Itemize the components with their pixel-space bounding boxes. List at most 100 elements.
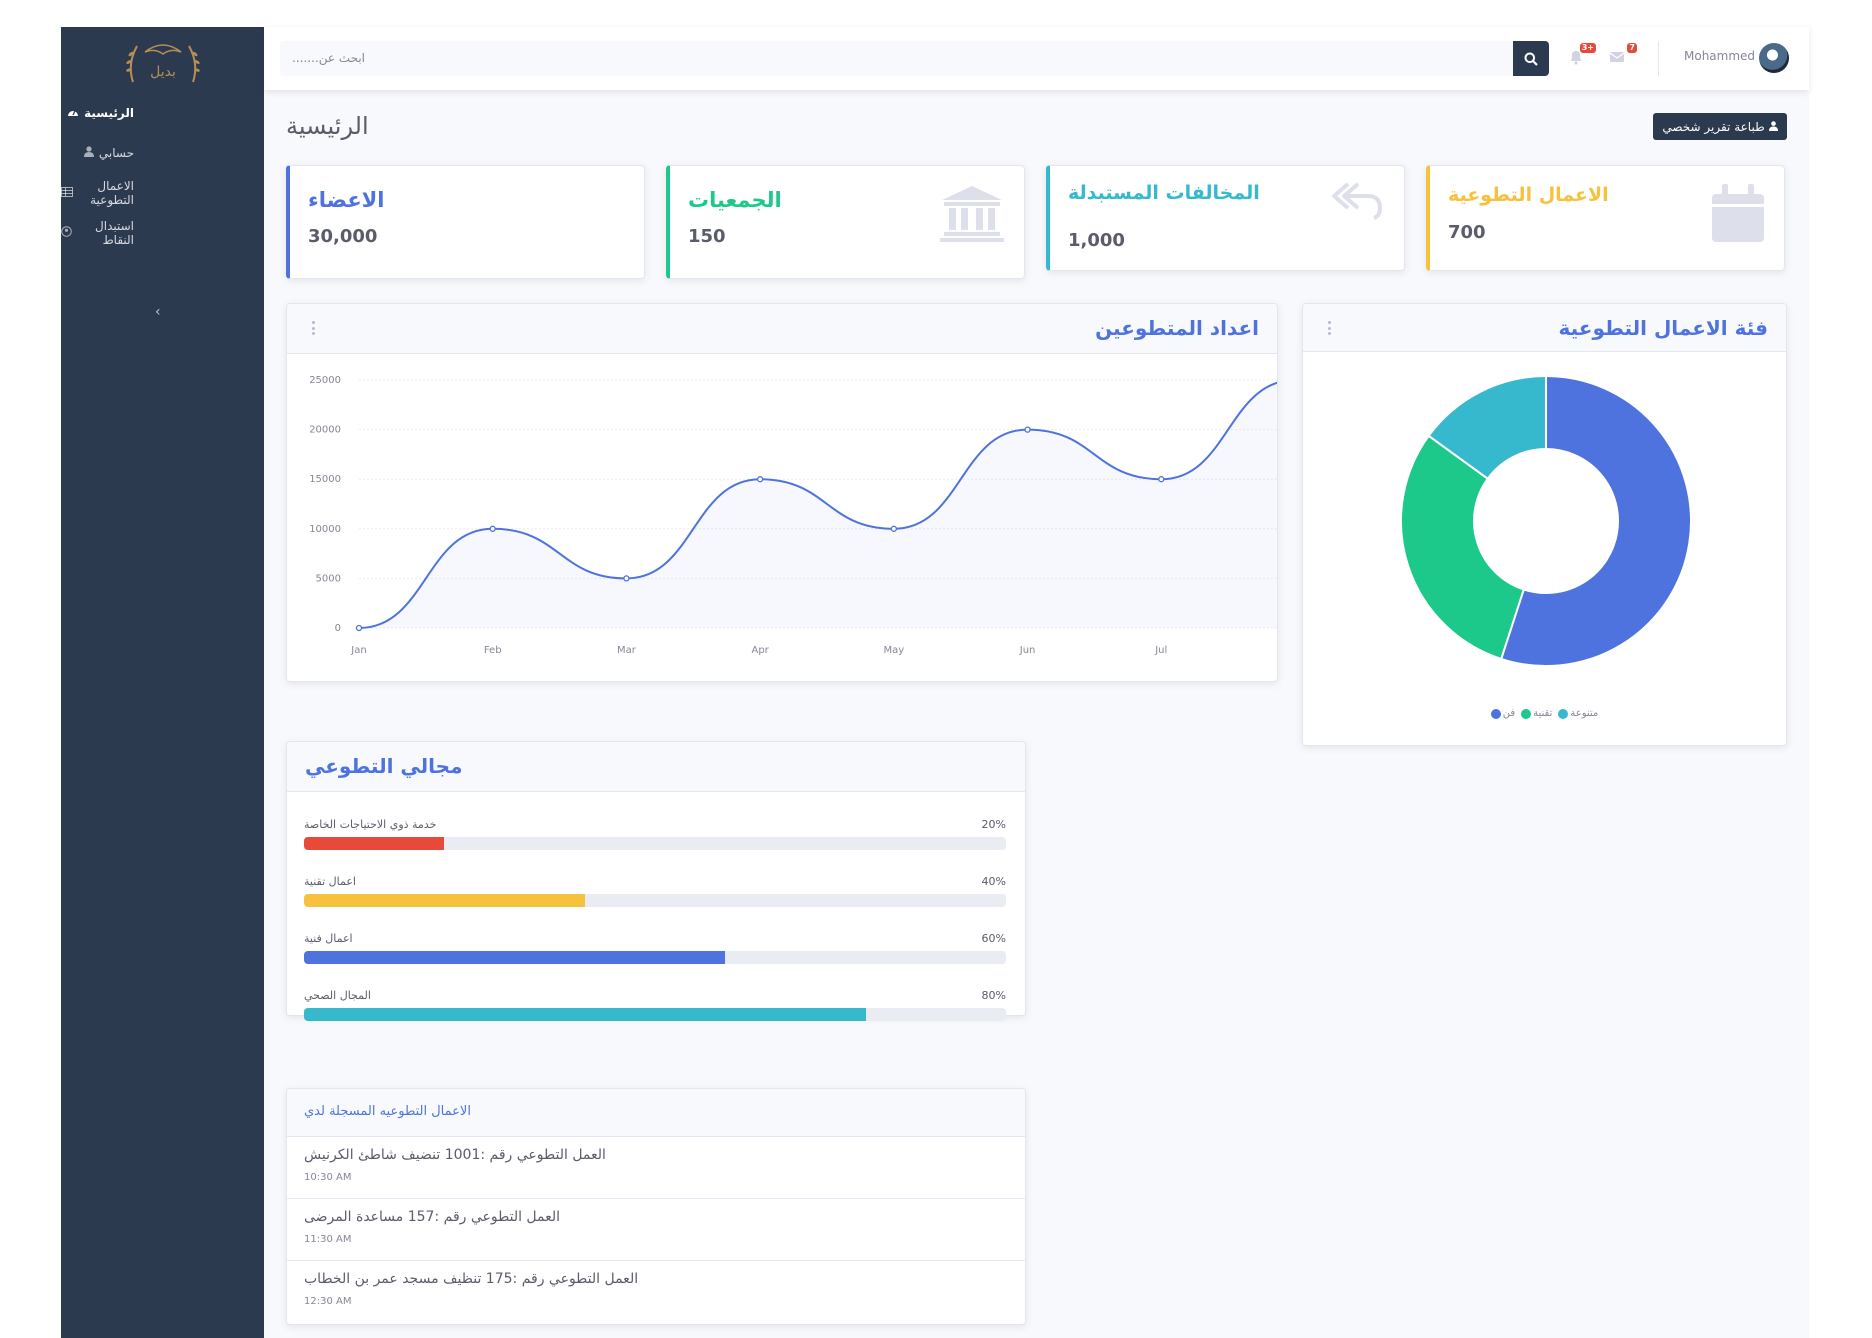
sidebar-item-redeem-points[interactable]: استبدال النقاط <box>61 209 264 257</box>
legend-label: تقنية <box>1533 708 1553 719</box>
stat-card-associations: الجمعيات 150 <box>666 165 1025 279</box>
y-tick-label: 5000 <box>316 573 341 584</box>
card-header: اعداد المتطوعين <box>287 304 1277 354</box>
stat-title: الجمعيات <box>688 188 782 212</box>
user-icon <box>1768 120 1778 134</box>
progress-fill <box>304 837 445 850</box>
donut-slice[interactable] <box>1427 374 1547 481</box>
table-icon <box>61 186 73 200</box>
stat-title: المخالفات المستبدلة <box>1068 182 1260 204</box>
donut-slice[interactable] <box>1400 434 1526 661</box>
user-icon <box>83 146 94 160</box>
card-header: الاعمال التطوعيه المسجلة لدي <box>287 1089 1025 1136</box>
line-area <box>359 382 1277 628</box>
category-chart-card: فئة الاعمال التطوعية فن تقنية متنوعة <box>1302 303 1787 746</box>
data-point[interactable] <box>890 525 898 532</box>
dashboard-icon <box>67 107 79 120</box>
stat-title: الاعمال التطوعية <box>1448 184 1609 206</box>
calendar-icon <box>1712 184 1764 246</box>
legend-item[interactable]: تقنية <box>1521 708 1552 719</box>
x-tick-label: Jul <box>1154 645 1167 656</box>
legend-swatch <box>1558 708 1569 719</box>
search-input[interactable]: ابحث عن....... <box>280 41 1513 76</box>
reply-all-icon <box>1330 178 1384 226</box>
line-series <box>358 381 1277 629</box>
x-tick-label: Apr <box>751 645 769 656</box>
donut-chart <box>1400 374 1692 667</box>
legend-item[interactable]: فن <box>1490 708 1515 719</box>
data-point[interactable] <box>489 525 496 532</box>
x-tick-label: Mar <box>617 645 637 656</box>
x-tick-label: Jan <box>350 645 366 656</box>
app-logo[interactable]: بديل <box>119 32 207 92</box>
username[interactable]: Mohammed <box>1684 49 1756 63</box>
data-point[interactable] <box>355 624 363 632</box>
sidebar-item-home[interactable]: الرئيسية <box>61 89 264 137</box>
stat-value: 30,000 <box>308 226 378 247</box>
progress-fill <box>304 894 585 907</box>
sidebar-item-volunteer-works[interactable]: الاعمال التطوعية <box>61 169 264 217</box>
search-button[interactable] <box>1513 41 1549 76</box>
card-header: فئة الاعمال التطوعية <box>1303 304 1786 352</box>
alerts-button[interactable]: 3+ <box>1568 43 1596 67</box>
work-time: 12:30 AM <box>304 1296 352 1307</box>
legend-label: متنوعة <box>1570 708 1599 719</box>
page-title: الرئيسية <box>286 112 369 140</box>
progress-label: اعمال فنية <box>304 932 353 945</box>
list-item[interactable]: العمل التطوعي رقم :175 تنظيف مسجد عمر بن… <box>287 1260 1025 1322</box>
work-time: 11:30 AM <box>304 1234 352 1245</box>
stat-title: الاعضاء <box>308 188 385 212</box>
y-tick-label: 10000 <box>309 524 341 535</box>
sidebar: بديل الرئيسية حسابي الاعمال التطوعية <box>61 27 264 1338</box>
legend-swatch <box>1521 708 1532 719</box>
progress-fill <box>304 951 726 964</box>
y-tick-label: 15000 <box>309 474 341 485</box>
progress-percent: 60% <box>981 932 1006 945</box>
data-point[interactable] <box>1024 426 1031 433</box>
search-icon <box>1524 52 1538 66</box>
sidebar-item-label: استبدال النقاط <box>95 219 134 247</box>
card-menu-icon[interactable] <box>311 321 315 335</box>
chart-legend: فن تقنية متنوعة <box>1303 708 1786 719</box>
data-point[interactable] <box>1158 476 1165 483</box>
line-chart: 0 5000 10000 15000 20000 25000 Jan Feb Mar Apr Ma… <box>309 375 1277 656</box>
progress-fill <box>304 1008 866 1021</box>
alerts-badge: 3+ <box>1579 43 1596 53</box>
registered-works-card: الاعمال التطوعيه المسجلة لدي العمل التطو… <box>286 1088 1026 1325</box>
bank-icon <box>940 184 1004 246</box>
list-item[interactable]: العمل التطوعي رقم :157 مساعدة المرضى 11:… <box>287 1198 1025 1260</box>
print-report-button[interactable]: طباعة تقرير شخصي <box>1653 113 1787 140</box>
envelope-icon <box>1609 52 1625 62</box>
messages-button[interactable]: 7 <box>1609 43 1637 67</box>
user-circle-icon <box>61 226 72 240</box>
stat-value: 150 <box>688 226 726 247</box>
progress-label: خدمة ذوي الاحتياجات الخاصة <box>304 818 437 831</box>
donut-slice[interactable] <box>1499 374 1692 667</box>
stat-value: 700 <box>1448 222 1486 243</box>
legend-item[interactable]: متنوعة <box>1558 708 1598 719</box>
y-tick-label: 0 <box>335 623 341 634</box>
progress-track <box>304 894 1006 907</box>
stat-value: 1,000 <box>1068 230 1125 251</box>
work-title: العمل التطوعي رقم :1001 تنضيف شاطئ الكرن… <box>304 1147 606 1163</box>
progress-track <box>304 951 1006 964</box>
card-title: اعداد المتطوعين <box>1095 316 1259 340</box>
progress-track <box>304 837 1006 850</box>
x-tick-label: May <box>884 645 905 656</box>
data-point[interactable] <box>756 476 764 483</box>
progress-percent: 20% <box>981 818 1006 831</box>
volunteers-chart-card: اعداد المتطوعين 0 5000 10000 15000 20000 2500… <box>286 303 1278 682</box>
card-title: الاعمال التطوعيه المسجلة لدي <box>304 1104 471 1119</box>
list-item[interactable]: العمل التطوعي رقم :1001 تنضيف شاطئ الكرن… <box>287 1136 1025 1198</box>
bell-icon <box>1571 51 1581 65</box>
sidebar-item-label: حسابي <box>98 146 134 160</box>
card-header: مجالي التطوعي <box>287 742 1025 792</box>
volunteer-fields-card: مجالي التطوعي خدمة ذوي الاحتياجات الخاصة… <box>286 741 1026 1021</box>
avatar[interactable] <box>1759 43 1789 73</box>
sidebar-collapse-button[interactable]: ‹ <box>155 304 161 320</box>
data-point[interactable] <box>623 575 630 582</box>
stat-card-replaced-violations: المخالفات المستبدلة 1,000 <box>1046 165 1405 271</box>
sidebar-item-account[interactable]: حسابي <box>61 129 264 177</box>
card-menu-icon[interactable] <box>1327 321 1331 335</box>
sidebar-item-label: الرئيسية <box>84 106 134 120</box>
